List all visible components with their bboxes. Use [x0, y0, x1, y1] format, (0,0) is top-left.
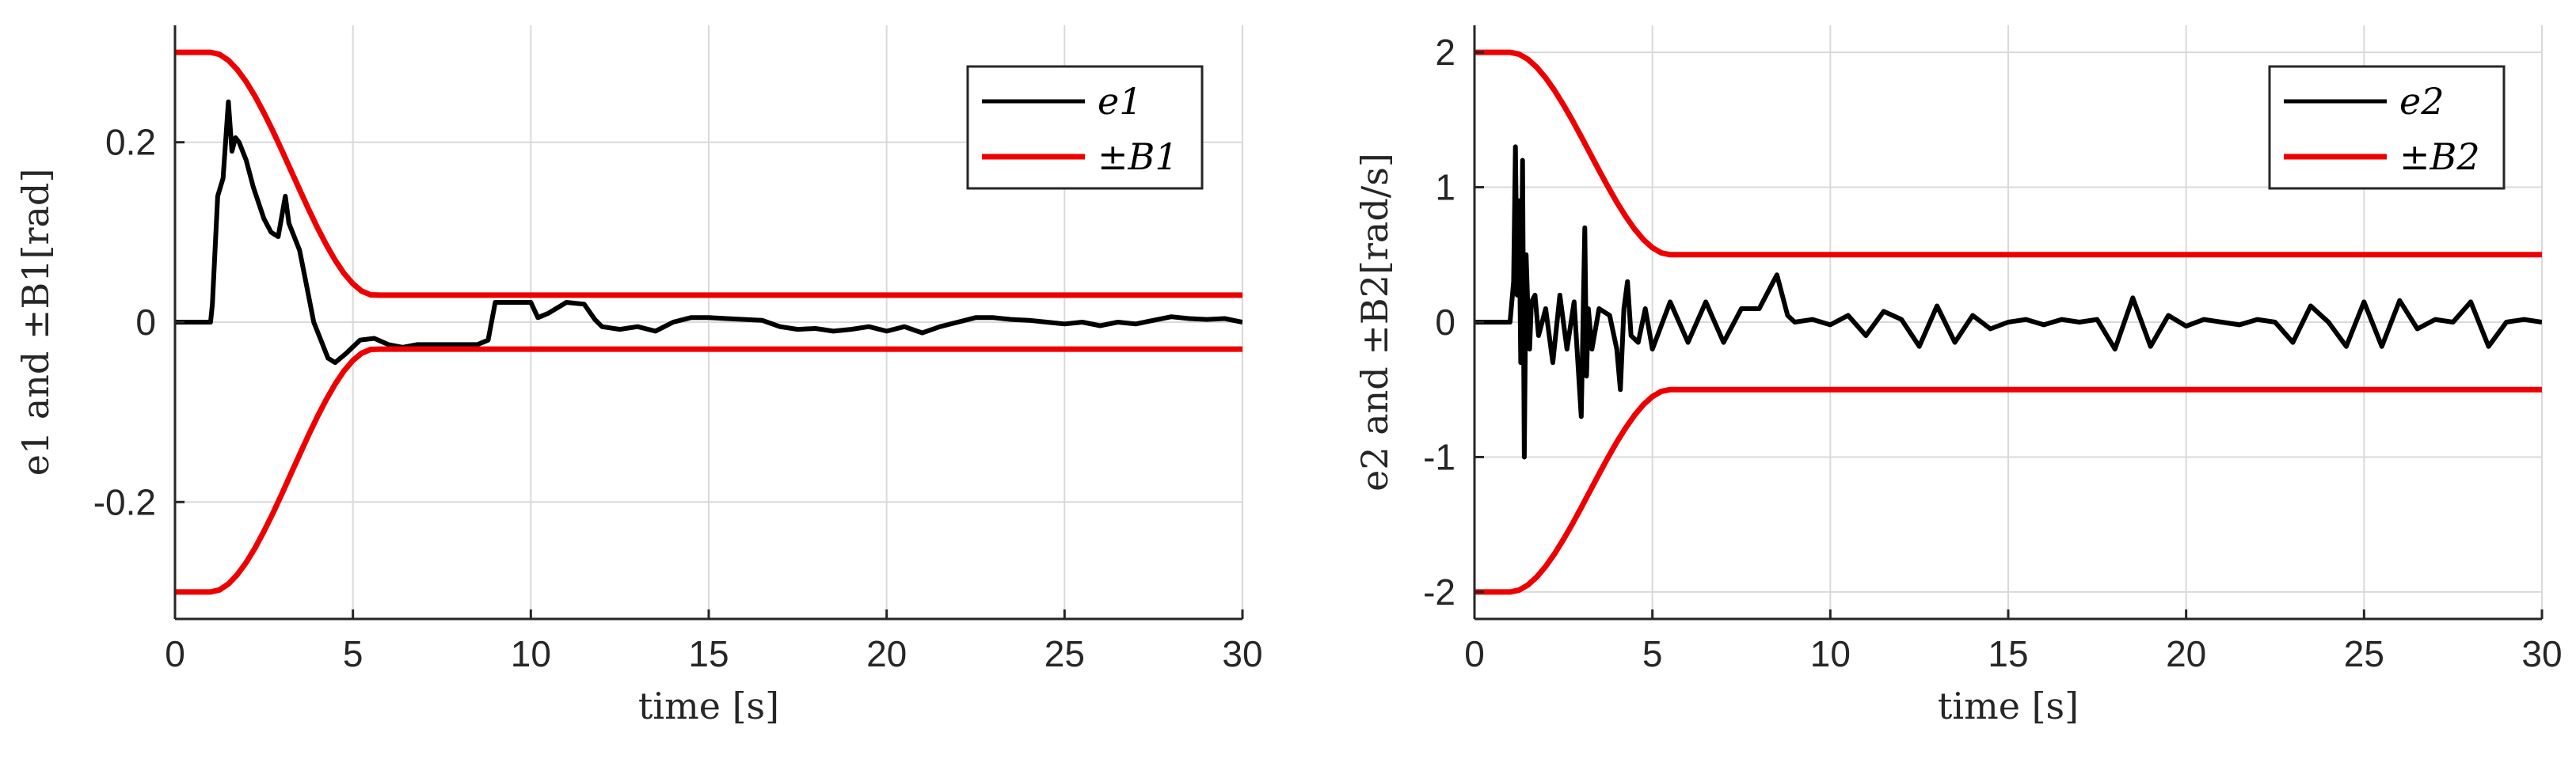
x-axis-label: time [s]	[1938, 685, 2079, 727]
bound-lower-line	[175, 346, 1242, 595]
series-group	[175, 49, 1242, 595]
series-group	[1474, 49, 2542, 595]
y-ticks: -0.2 0 0.2	[93, 122, 185, 522]
y-axis-label: e1 and ±B1[rad]	[14, 169, 57, 476]
x-tick-label: 15	[688, 633, 729, 674]
x-tick-label: 25	[2344, 633, 2384, 674]
x-tick-label: 25	[1044, 633, 1085, 674]
error-series-line	[1474, 144, 2542, 460]
y-tick-label: 0	[1435, 302, 1455, 343]
legend-label: e2	[2399, 80, 2445, 123]
x-ticks: 0 5 10 15 20 25 30	[165, 609, 1263, 674]
x-tick-label: 10	[1810, 633, 1851, 674]
error-series-line	[175, 99, 1242, 366]
y-tick-label: 0	[135, 302, 156, 343]
y-tick-label: -0.2	[93, 481, 156, 522]
y-tick-label: 1	[1435, 167, 1455, 208]
x-tick-label: 30	[1222, 633, 1262, 674]
x-tick-label: 20	[2166, 633, 2206, 674]
x-tick-label: 10	[511, 633, 551, 674]
bound-upper-line	[175, 49, 1242, 298]
legend-label: ±B2	[2399, 135, 2480, 178]
chart-e1: 0 5 10 15 20 25 30 -0.2 0 0.2 time [s] e1 and ±B…	[14, 25, 1263, 727]
legend: e2±B2	[2268, 65, 2506, 190]
x-tick-label: 0	[1464, 633, 1485, 674]
chart-e2: 0 5 10 15 20 25 30 -2 -1 0 1 2 time [s] e2 and ±B2…	[1353, 25, 2563, 727]
bound-lower-line	[1474, 386, 2542, 595]
x-tick-label: 5	[1642, 633, 1663, 674]
x-ticks: 0 5 10 15 20 25 30	[1464, 609, 2563, 674]
y-tick-label: -2	[1423, 571, 1455, 613]
legend-label: ±B1	[1098, 135, 1178, 178]
bound-upper-line	[1474, 49, 2542, 258]
y-tick-label: -1	[1423, 436, 1455, 477]
y-tick-label: 0.2	[105, 122, 156, 163]
y-axis-label: e2 and ±B2[rad/s]	[1353, 153, 1396, 492]
x-axis-label: time [s]	[638, 685, 779, 727]
y-ticks: -2 -1 0 1 2	[1423, 32, 1484, 613]
legend: e1±B1	[966, 65, 1204, 190]
x-tick-label: 5	[343, 633, 363, 674]
x-tick-label: 20	[866, 633, 907, 674]
y-tick-label: 2	[1435, 32, 1455, 73]
x-tick-label: 30	[2521, 633, 2562, 674]
x-tick-label: 15	[1988, 633, 2028, 674]
x-tick-label: 0	[165, 633, 185, 674]
legend-box	[2268, 65, 2506, 190]
legend-box	[966, 65, 1204, 190]
legend-label: e1	[1098, 80, 1143, 123]
